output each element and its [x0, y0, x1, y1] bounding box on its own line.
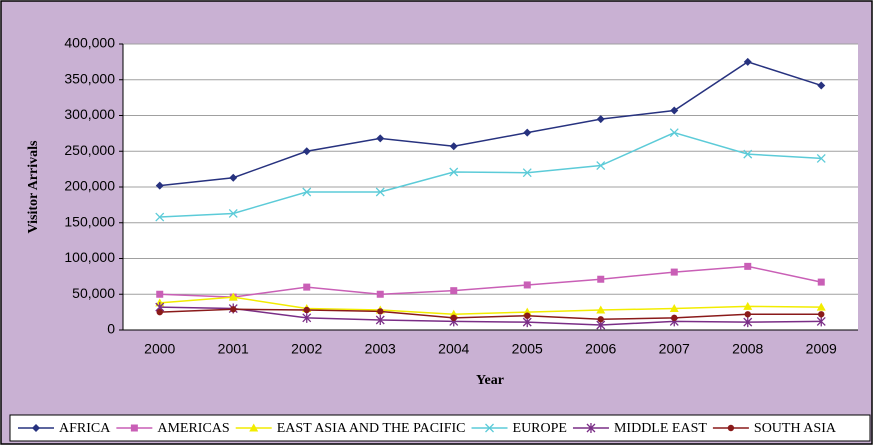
marker [586, 423, 596, 433]
marker [377, 308, 384, 315]
y-tick-label: 50,000 [72, 285, 115, 301]
marker [229, 173, 238, 182]
y-tick-label: 250,000 [64, 142, 115, 158]
marker [743, 317, 753, 328]
marker [597, 316, 604, 323]
marker [156, 308, 163, 316]
y-tick-label: 100,000 [64, 249, 115, 265]
marker [727, 424, 735, 432]
y-tick-label: 300,000 [64, 106, 115, 122]
marker [230, 306, 237, 313]
x-tick-label: 2009 [806, 341, 837, 357]
y-tick-label: 200,000 [64, 178, 115, 194]
y-tick-label: 400,000 [64, 35, 115, 51]
x-tick-label: 2000 [144, 341, 175, 357]
legend-label: EUROPE [513, 421, 567, 436]
marker [743, 301, 753, 310]
marker [302, 312, 312, 323]
marker [449, 167, 459, 177]
marker [376, 290, 384, 298]
marker [671, 314, 678, 322]
marker [450, 314, 457, 322]
marker [303, 283, 311, 291]
x-tick-label: 2003 [365, 341, 396, 357]
x-axis-title: Year [476, 373, 504, 388]
marker [302, 187, 312, 197]
series-line [159, 306, 822, 326]
marker [155, 212, 165, 222]
x-tick-label: 2007 [659, 341, 690, 357]
x-tick-label: 2001 [218, 341, 249, 357]
legend-label: EAST ASIA AND THE PACIFIC [277, 421, 466, 436]
series-line [159, 308, 822, 321]
series-line [159, 296, 822, 316]
marker [597, 275, 605, 283]
marker [228, 292, 238, 301]
marker [32, 424, 40, 432]
y-tick-label: 0 [107, 321, 115, 337]
marker [743, 149, 753, 159]
marker [816, 153, 826, 163]
x-tick-label: 2008 [732, 341, 763, 357]
marker [669, 304, 679, 313]
marker [228, 208, 238, 218]
series-line [159, 61, 822, 187]
marker [485, 423, 494, 433]
marker [524, 312, 531, 319]
marker [816, 316, 826, 327]
marker [376, 134, 385, 143]
y-axis-title: Visitor Arrivals [26, 140, 41, 233]
marker [744, 262, 752, 270]
x-tick-label: 2005 [512, 341, 543, 357]
marker [744, 311, 751, 318]
legend-label: AFRICA [59, 421, 111, 436]
legend-label: AMERICAS [157, 421, 229, 436]
marker [156, 290, 164, 298]
marker [522, 168, 532, 178]
marker [818, 311, 825, 318]
x-tick-label: 2004 [438, 341, 469, 357]
marker [817, 278, 825, 286]
marker [743, 57, 752, 66]
series-line [159, 131, 822, 218]
y-tick-label: 350,000 [64, 70, 115, 86]
marker [523, 281, 531, 289]
marker [816, 302, 826, 311]
marker [303, 306, 310, 314]
marker [130, 424, 138, 432]
x-tick-label: 2002 [291, 341, 322, 357]
y-tick-label: 150,000 [64, 213, 115, 229]
x-tick-label: 2006 [585, 341, 616, 357]
legend-label: SOUTH ASIA [754, 421, 837, 436]
marker [449, 142, 458, 151]
series-line [159, 265, 822, 298]
marker [302, 147, 311, 156]
marker [669, 128, 679, 138]
marker [596, 161, 606, 171]
marker [249, 423, 259, 432]
legend-label: MIDDLE EAST [614, 421, 707, 436]
marker [523, 128, 532, 137]
marker [596, 115, 605, 124]
marker [375, 314, 385, 325]
marker [375, 187, 385, 197]
marker [155, 181, 164, 190]
marker [817, 81, 826, 90]
marker [596, 305, 606, 314]
marker [670, 106, 679, 115]
marker [670, 268, 678, 276]
marker [450, 287, 458, 295]
